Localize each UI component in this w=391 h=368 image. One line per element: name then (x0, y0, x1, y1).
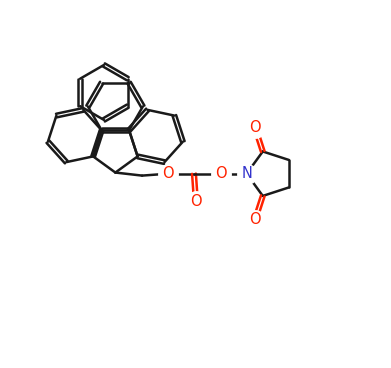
Text: O: O (249, 212, 261, 227)
Text: N: N (241, 166, 252, 181)
Text: O: O (162, 166, 174, 181)
Text: O: O (190, 194, 202, 209)
Text: O: O (249, 120, 261, 135)
Text: O: O (215, 166, 226, 181)
